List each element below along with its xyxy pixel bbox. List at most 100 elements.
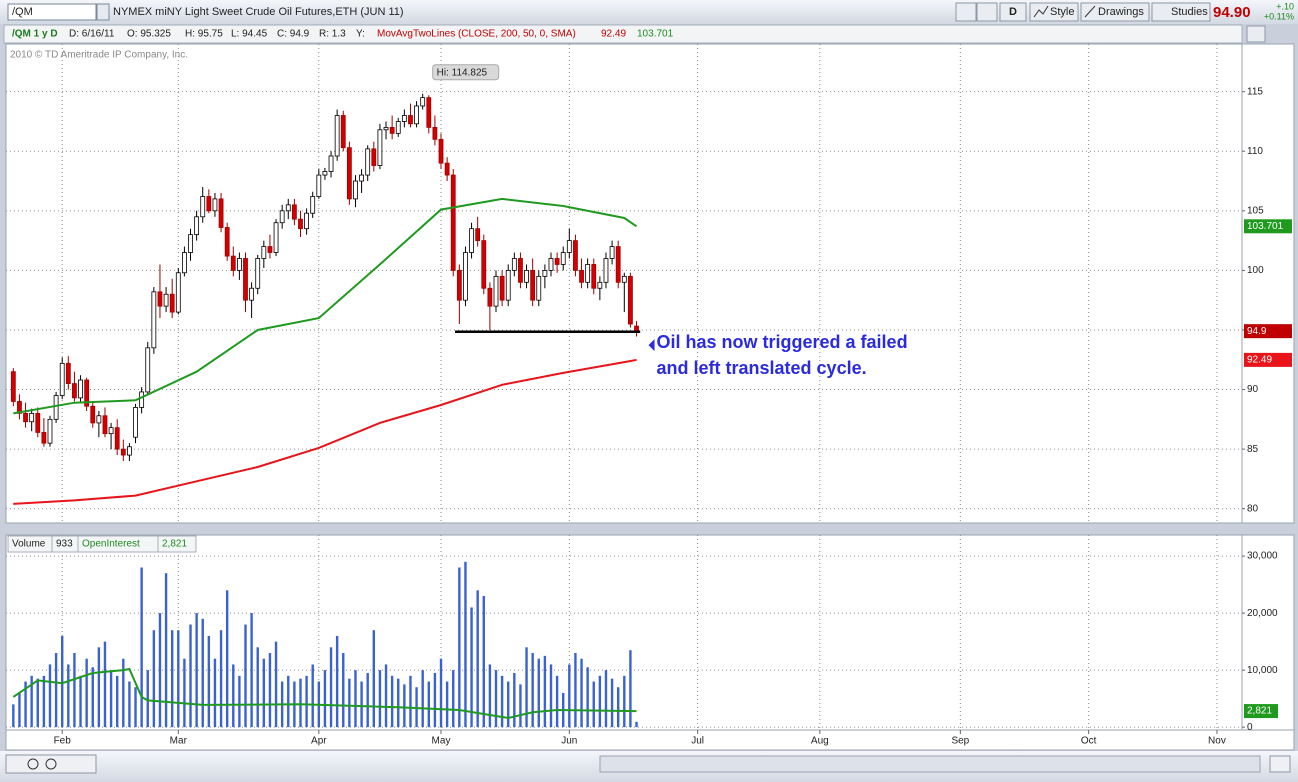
candle-body (291, 204, 297, 220)
info-low: L: 94.45 (231, 29, 268, 40)
volume-bar (61, 635, 64, 728)
volume-bar (232, 664, 235, 728)
volume-bar (623, 675, 626, 728)
volume-bar (445, 681, 449, 728)
volume-bar (103, 641, 107, 728)
last-ma50: 103.701 (1247, 221, 1284, 232)
zoom-out[interactable] (45, 758, 57, 770)
last-ma200: 92.49 (1247, 355, 1272, 366)
legend-entry: 2,821 (162, 539, 187, 550)
drawings-label[interactable]: Drawings (1098, 6, 1144, 18)
candle-body (151, 291, 157, 349)
candle-body (17, 401, 22, 414)
candle-body (108, 427, 114, 435)
candle-body (450, 174, 456, 271)
candle-body (163, 293, 169, 307)
candle-body (194, 216, 200, 236)
y-tick-label: 110 (1247, 146, 1263, 157)
volume-bar (403, 684, 406, 728)
drawings-button[interactable] (1080, 2, 1150, 22)
volume-bar (219, 630, 223, 728)
volume-bar (580, 658, 583, 728)
candle-body (78, 379, 83, 399)
volume-bar (91, 667, 94, 728)
candle-body (23, 412, 28, 423)
volume-bar (48, 664, 52, 728)
volume-bar (305, 675, 308, 728)
volume-bar (494, 670, 498, 728)
info-open: O: 95.325 (127, 29, 171, 40)
tool-button[interactable] (976, 2, 998, 22)
candle-body (566, 240, 572, 253)
volume-bar (109, 670, 113, 728)
volume-bar (470, 607, 473, 728)
candle-body (90, 405, 96, 424)
volume-bar (329, 647, 333, 728)
candle-body (499, 275, 505, 301)
volume-bar (146, 670, 149, 728)
candle-body (169, 293, 175, 313)
candle-body (408, 115, 413, 125)
studies-button[interactable] (1151, 2, 1211, 22)
candle-body (493, 275, 499, 307)
zoom-tools[interactable] (5, 754, 97, 774)
candle-body (279, 210, 285, 224)
candle-body (615, 246, 621, 283)
info-range: R: 1.3 (319, 29, 346, 40)
candle-body (328, 155, 334, 172)
volume-bar (555, 675, 559, 728)
volume-bar (18, 692, 21, 728)
candle-body (84, 379, 90, 407)
style-button[interactable] (1029, 2, 1079, 22)
volume-bar (342, 653, 345, 728)
tool-button[interactable] (955, 2, 977, 22)
candle-body (322, 171, 328, 176)
candle-body (346, 147, 352, 200)
symbol-box[interactable] (7, 3, 97, 21)
volume-bar (397, 678, 400, 728)
candle-body (47, 418, 53, 444)
symbol[interactable]: /QM (12, 6, 33, 18)
candle-body (41, 432, 47, 444)
candle-body (444, 162, 450, 176)
style-label[interactable]: Style (1050, 6, 1074, 18)
zoom-in[interactable] (27, 758, 39, 770)
candle-body (316, 174, 322, 197)
candle-body (102, 415, 108, 435)
volume-bar (250, 613, 253, 728)
volume-bar (85, 658, 88, 728)
scrollbar[interactable] (599, 755, 1261, 773)
last-close: 94.9 (1247, 326, 1267, 337)
candle-body (469, 228, 474, 253)
annotation-pointer (648, 339, 655, 352)
period-button[interactable] (999, 2, 1027, 22)
y-tick-label: 10,000 (1247, 665, 1278, 676)
candle-body (340, 115, 346, 149)
volume-bar (482, 596, 485, 728)
volume-bar (537, 658, 540, 728)
studies-label[interactable]: Studies (1171, 6, 1208, 18)
x-tick-label: Aug (811, 736, 829, 747)
period-label[interactable]: D (1009, 6, 1017, 18)
scroll-button[interactable] (1269, 755, 1291, 773)
net-change: +.10 (1276, 1, 1294, 11)
candle-body (249, 287, 255, 301)
chart-id: /QM 1 y D (12, 29, 58, 40)
candle-body (273, 222, 279, 253)
y-tick-label: 0 (1247, 722, 1253, 733)
volume-bar (568, 664, 571, 728)
symbol-menu[interactable] (96, 3, 110, 21)
volume-bar (73, 653, 76, 728)
volume-bar (12, 704, 15, 728)
panel-button[interactable] (1246, 25, 1266, 43)
candle-body (29, 412, 35, 423)
volume-bar (207, 635, 211, 728)
y-tick-label: 105 (1247, 205, 1264, 216)
volume-bar (409, 675, 412, 728)
last-price: 94.90 (1213, 4, 1251, 21)
candle-body (114, 427, 120, 450)
candle-body (487, 287, 493, 307)
volume-bar (134, 687, 137, 728)
study-name: MovAvgTwoLines (CLOSE, 200, 50, 0, SMA) (377, 29, 576, 40)
volume-bar (30, 675, 33, 728)
